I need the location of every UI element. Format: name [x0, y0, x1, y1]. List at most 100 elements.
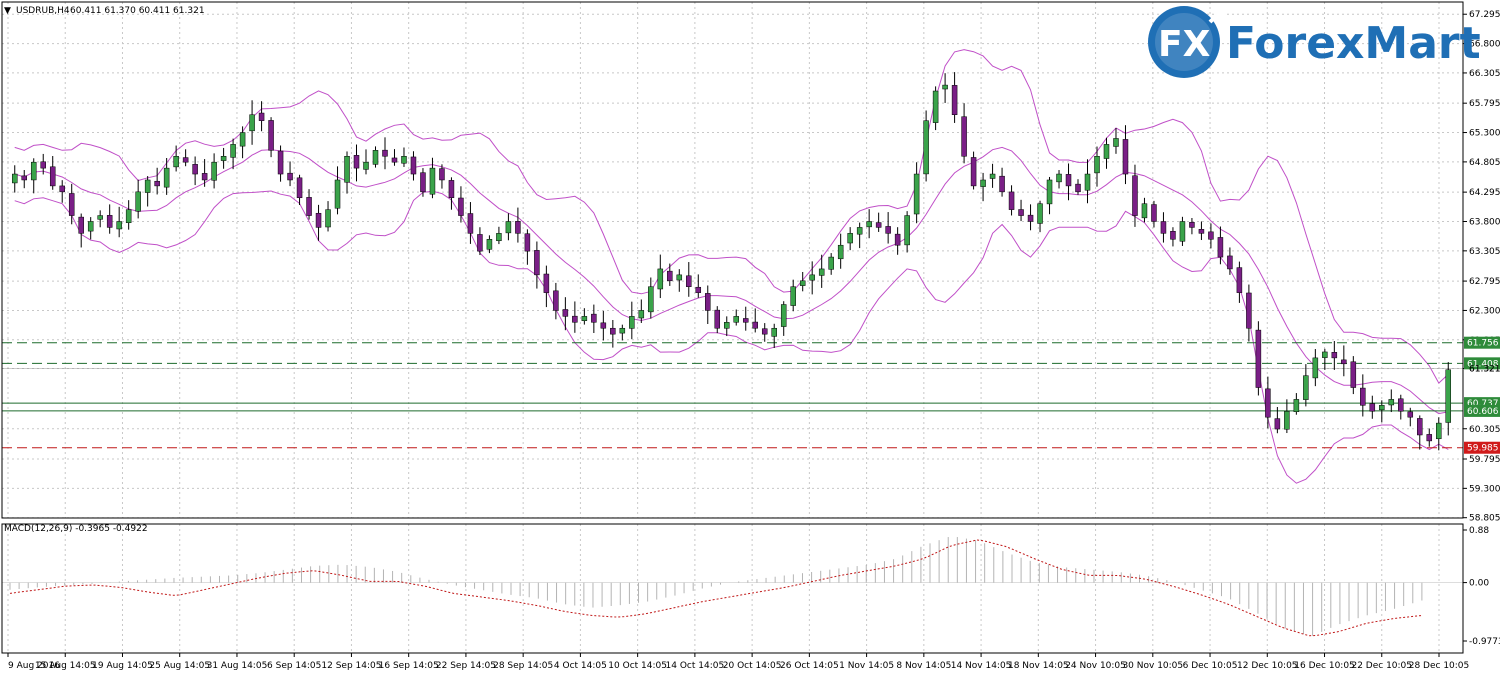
candle — [875, 212, 882, 232]
x-tick-label: 14 Nov 14:05 — [951, 661, 1012, 671]
ohlc-label: 60.411 61.370 60.411 61.321 — [70, 6, 205, 16]
level-price-label: 60.606 — [1467, 407, 1499, 417]
x-tick-label: 16 Sep 14:05 — [379, 661, 439, 671]
x-tick-label: 28 Sep 14:05 — [493, 661, 553, 671]
candle — [192, 156, 198, 186]
candle — [970, 151, 977, 190]
candle — [543, 265, 550, 308]
candle — [154, 167, 160, 195]
candle — [686, 262, 692, 297]
candle — [410, 151, 417, 181]
x-tick-label: 22 Dec 10:05 — [1351, 661, 1412, 671]
x-tick-label: 30 Nov 10:05 — [1122, 661, 1183, 671]
x-tick-label: 22 Sep 14:05 — [436, 661, 496, 671]
candle — [391, 149, 398, 166]
candle — [629, 301, 635, 340]
candle — [258, 101, 265, 132]
candle — [1151, 200, 1157, 228]
candle — [828, 253, 834, 275]
x-tick-label: 25 Aug 14:05 — [149, 661, 210, 671]
candle — [201, 159, 208, 187]
bollinger-bands — [14, 49, 1449, 484]
x-tick-label: 31 Aug 14:05 — [207, 661, 268, 671]
macd-panel — [2, 537, 1463, 637]
candle — [809, 261, 815, 295]
candle — [277, 145, 284, 182]
y-tick-label: 67.295 — [1469, 10, 1500, 20]
candle — [173, 145, 179, 172]
candle — [837, 233, 844, 269]
logo-mark: FX — [1158, 24, 1211, 65]
candle — [486, 235, 493, 254]
logo-circle-icon — [1148, 6, 1220, 78]
candle — [505, 213, 512, 241]
candle — [334, 166, 341, 215]
symbol-label: USDRUB,H4 — [16, 6, 70, 16]
x-tick-label: 19 Aug 14:05 — [92, 661, 153, 671]
candle — [885, 212, 891, 244]
candle — [667, 263, 673, 286]
y-tick-label: 65.795 — [1469, 99, 1500, 109]
candle — [420, 168, 426, 197]
candle — [761, 323, 768, 342]
x-tick-label: 4 Oct 14:05 — [554, 661, 607, 671]
candle — [638, 299, 645, 323]
x-tick-label: 28 Dec 10:05 — [1409, 661, 1470, 671]
candle — [1046, 176, 1053, 215]
horizontal-levels — [2, 342, 1463, 449]
macd-y-tick-label: -0.9773 — [1469, 637, 1500, 647]
macd-panel-frame — [1, 523, 1464, 654]
candle — [1018, 199, 1024, 222]
candle — [1179, 216, 1186, 246]
candle — [439, 164, 445, 189]
candle — [249, 100, 255, 145]
level-price-label: 61.756 — [1467, 339, 1499, 349]
candle — [144, 176, 151, 207]
x-tick-label: 12 Dec 10:05 — [1237, 661, 1298, 671]
candle — [220, 147, 227, 169]
candle — [1331, 341, 1338, 370]
candle — [1322, 348, 1328, 370]
candle — [515, 207, 521, 243]
level-price-label: 60.737 — [1467, 399, 1499, 409]
x-tick-label: 26 Oct 14:05 — [780, 661, 839, 671]
candle — [49, 156, 56, 190]
candle — [1360, 374, 1366, 417]
candle — [97, 210, 103, 228]
candle — [695, 274, 702, 298]
candle — [1445, 362, 1452, 436]
candle — [1084, 159, 1091, 204]
candle — [448, 177, 455, 210]
candle — [1141, 197, 1148, 223]
level-price-tag — [1464, 336, 1500, 349]
candle — [1113, 128, 1119, 154]
y-tick-label: 65.300 — [1469, 129, 1500, 139]
candle — [429, 157, 436, 199]
bb-lower — [14, 190, 1449, 484]
forexmart-logo: FX ForexMart — [1148, 6, 1481, 78]
candle — [1027, 204, 1034, 231]
candle — [534, 241, 540, 289]
candle — [1265, 376, 1271, 429]
header-triangle-icon[interactable]: ▼ — [4, 6, 11, 16]
candle — [1398, 394, 1404, 420]
candle — [894, 227, 901, 255]
candle — [1284, 399, 1290, 434]
candle — [496, 226, 502, 245]
candle — [932, 86, 939, 131]
candle — [40, 153, 46, 175]
candle — [68, 183, 75, 225]
candle — [961, 103, 967, 164]
x-tick-label: 14 Oct 14:05 — [666, 661, 725, 671]
candle — [268, 117, 274, 158]
candle — [818, 254, 825, 288]
x-tick-label: 6 Dec 10:05 — [1183, 661, 1238, 671]
candle — [287, 161, 293, 187]
candle — [600, 310, 607, 341]
candle — [1160, 212, 1167, 243]
candle — [21, 170, 27, 189]
candle — [230, 138, 236, 170]
candle — [1255, 321, 1262, 396]
candle — [1094, 146, 1100, 187]
